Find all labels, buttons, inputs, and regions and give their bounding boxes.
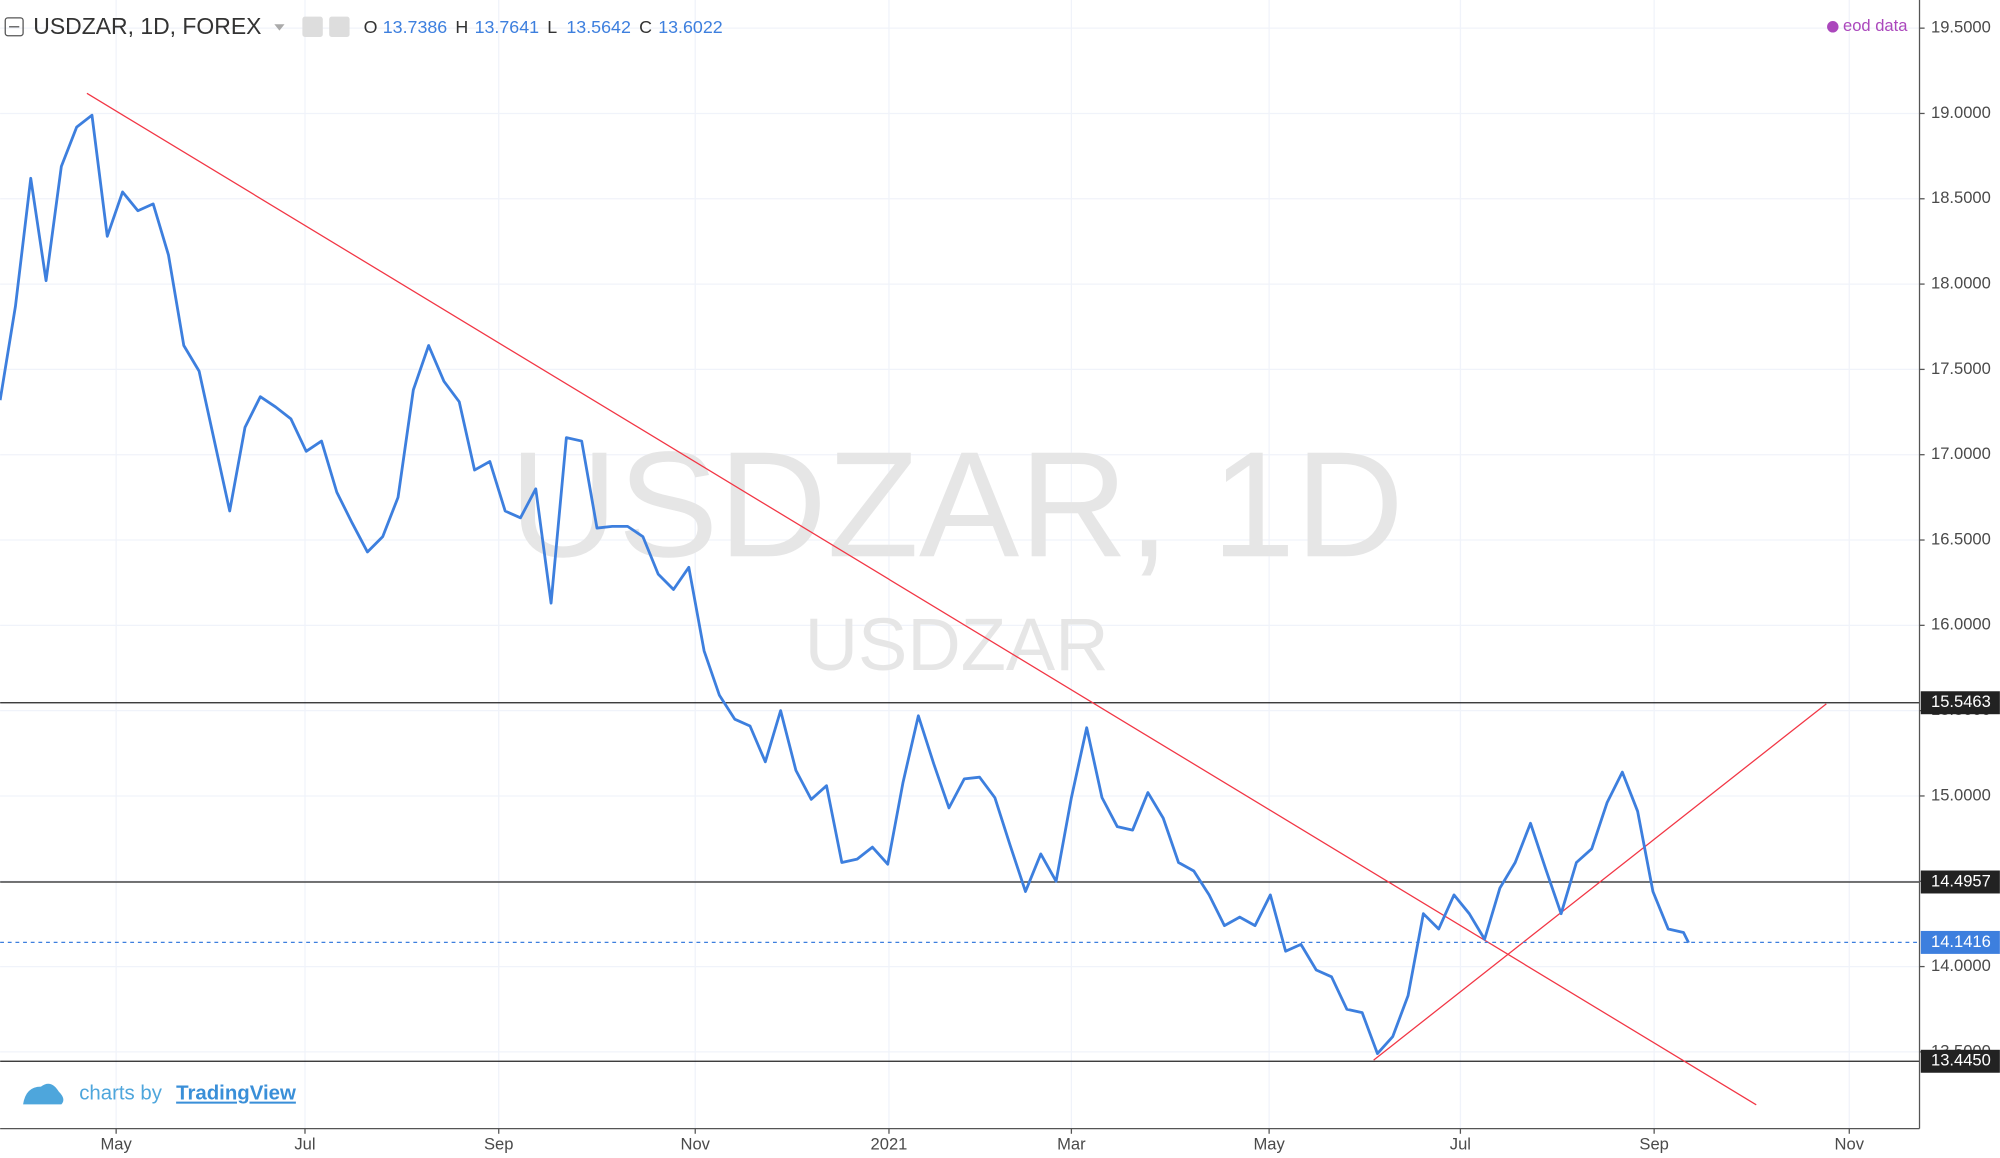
ohlc-label: C	[639, 17, 652, 37]
ohlc: O 13.7386 H 13.7641 L 13.5642 C 13.6022	[364, 17, 723, 37]
y-tick-label: 18.0000	[1931, 273, 1991, 292]
y-tick-label: 19.5000	[1931, 18, 1991, 37]
level-label: 15.5463	[1931, 692, 1991, 711]
plot	[0, 92, 1920, 1106]
level-label-box	[1920, 1049, 2000, 1073]
y-tick-label: 16.0000	[1931, 615, 1991, 634]
x-tick-label: Sep	[484, 1135, 513, 1154]
y-tick-label: 14.0000	[1931, 956, 1991, 975]
x-tick-label: Sep	[1639, 1135, 1668, 1154]
x-tick-label: May	[100, 1135, 132, 1154]
level-label: 14.4957	[1931, 871, 1991, 890]
y-tick-label: 15.0000	[1931, 785, 1991, 804]
x-tick-label: Nov	[1835, 1135, 1865, 1154]
trend-line	[86, 92, 1757, 1106]
ohlc-value: 13.7386	[383, 17, 448, 37]
footer-text: charts by	[79, 1083, 163, 1105]
y-tick-label: 19.0000	[1931, 103, 1991, 122]
watermark: USDZAR, 1D	[509, 420, 1404, 588]
settings-icon[interactable]	[329, 16, 350, 37]
ohlc-value: 13.5642	[566, 17, 631, 37]
ohlc-label: L	[547, 17, 557, 37]
eye-icon[interactable]	[302, 16, 323, 37]
x-tick-label: May	[1253, 1135, 1285, 1154]
y-tick-label: 16.5000	[1931, 529, 1991, 548]
ohlc-value: 13.7641	[475, 17, 540, 37]
x-tick-label: 2021	[871, 1135, 908, 1154]
x-tick-label: Nov	[680, 1135, 710, 1154]
x-tick-label: Mar	[1057, 1135, 1086, 1154]
level-label: 13.4450	[1931, 1051, 1991, 1070]
y-tick-label: 18.5000	[1931, 188, 1991, 207]
dropdown-caret[interactable]	[274, 24, 285, 31]
x-tick-label: Jul	[1450, 1135, 1471, 1154]
y-tick-label: 17.5000	[1931, 359, 1991, 378]
y-tick-label: 17.0000	[1931, 444, 1991, 463]
ohlc-value: 13.6022	[658, 17, 723, 37]
grid	[0, 0, 1920, 1129]
axes: 13.500014.000014.500015.000015.500016.00…	[100, 18, 2000, 1154]
last-price-box	[1920, 930, 2000, 954]
collapse-icon[interactable]	[4, 17, 24, 37]
level-label-box	[1920, 691, 2000, 715]
source-note: eod data	[1843, 16, 1908, 35]
last-price-label: 14.1416	[1931, 932, 1991, 951]
logo	[23, 1083, 64, 1105]
trend-line	[1373, 703, 1827, 1061]
ohlc-label: H	[455, 17, 468, 37]
chart-title: USDZAR, 1D, FOREX	[33, 13, 261, 39]
source-dot	[1827, 21, 1839, 33]
x-tick-label: Jul	[294, 1135, 315, 1154]
watermark-sub: USDZAR	[805, 603, 1109, 686]
footer-link[interactable]: TradingView	[176, 1083, 296, 1105]
level-label-box	[1920, 870, 2000, 894]
price-line	[0, 113, 1690, 1055]
ohlc-label: O	[364, 17, 378, 37]
